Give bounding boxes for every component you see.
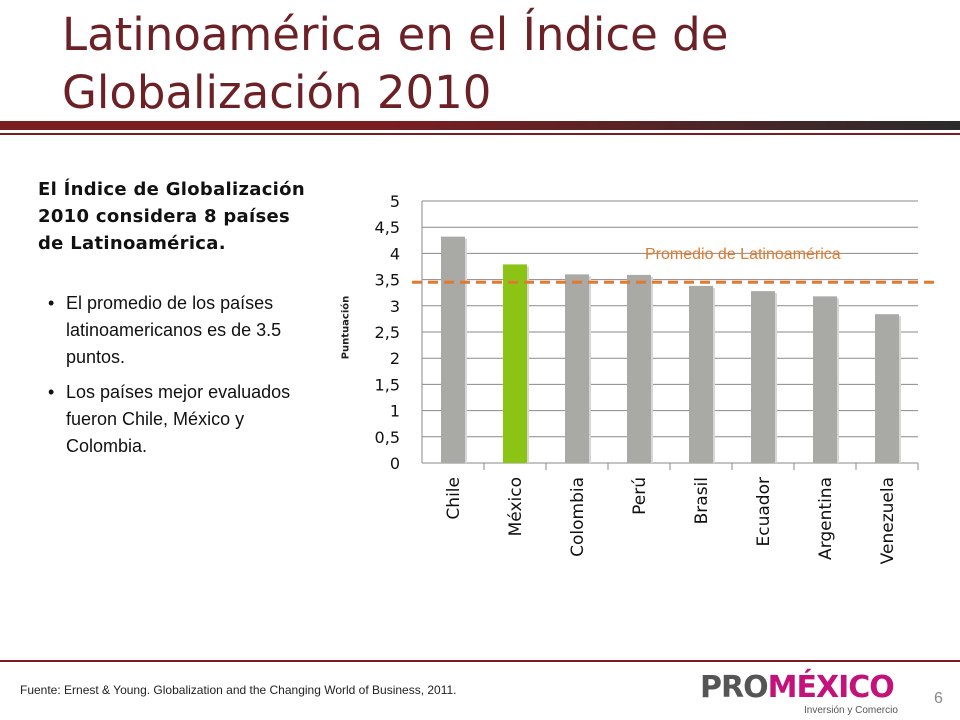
logo-pro-text: PRO	[700, 670, 769, 705]
bar	[751, 291, 775, 463]
bar	[441, 236, 465, 463]
slide-title: Latinoamérica en el Índice de Globalizac…	[62, 8, 729, 119]
bar	[627, 274, 651, 463]
bullet-item: • El promedio de los países latinoamerica…	[48, 290, 323, 371]
y-tick-label: 0	[390, 454, 400, 473]
y-tick-label: 3	[390, 297, 400, 316]
x-tick-label: México	[506, 477, 526, 536]
x-tick-label: Ecuador	[754, 477, 774, 546]
bar	[875, 314, 899, 463]
y-tick-label: 5	[390, 192, 400, 211]
x-tick-label: Argentina	[816, 477, 836, 560]
bar	[565, 274, 589, 463]
bullet-icon: •	[48, 382, 55, 402]
bullet-list: • El promedio de los países latinoamerica…	[48, 290, 323, 468]
y-tick-label: 0,5	[375, 428, 400, 447]
title-divider	[0, 121, 960, 130]
average-line-label: Promedio de Latinoamérica	[645, 246, 841, 263]
lead-text: El Índice de Globalización 2010 consider…	[38, 179, 305, 254]
y-tick-label: 1,5	[375, 375, 400, 394]
y-tick-label: 4	[390, 244, 400, 263]
bullet-text: El promedio de los países latinoamerican…	[66, 293, 282, 367]
promexico-logo: PROMÉXICO Inversión y Comercio	[700, 672, 900, 718]
bar-chart: 0 0,5 1 1,5 2 2,5 3 3,5 4 4,5 5 Chile México Colombia…	[375, 192, 940, 564]
x-tick-label: Colombia	[568, 477, 588, 557]
footer-divider	[0, 660, 960, 662]
y-tick-label: 2,5	[375, 323, 400, 342]
x-tick-label: Perú	[630, 477, 650, 515]
bullet-item: • Los países mejor evaluados fueron Chile…	[48, 379, 323, 460]
bar	[503, 264, 527, 463]
bar	[689, 285, 713, 463]
bar	[813, 296, 837, 463]
y-tick-label: 4,5	[375, 218, 400, 237]
y-axis-label: Puntuación	[340, 295, 352, 360]
x-tick-label: Chile	[444, 477, 464, 520]
source-citation: Fuente: Ernest & Young. Globalization an…	[20, 683, 457, 697]
x-tick-label: Venezuela	[878, 477, 898, 564]
page-number: 6	[934, 690, 943, 707]
y-tick-label: 2	[390, 349, 400, 368]
x-tick-label: Brasil	[692, 477, 712, 524]
y-tick-label: 1	[390, 402, 400, 421]
y-tick-label: 3,5	[375, 271, 400, 290]
logo-tagline: Inversión y Comercio	[804, 705, 898, 716]
logo-mexico-text: MÉXICO	[767, 670, 895, 705]
title-divider-thin	[0, 133, 960, 135]
bullet-text: Los países mejor evaluados fueron Chile,…	[66, 382, 291, 456]
bullet-icon: •	[48, 293, 55, 313]
